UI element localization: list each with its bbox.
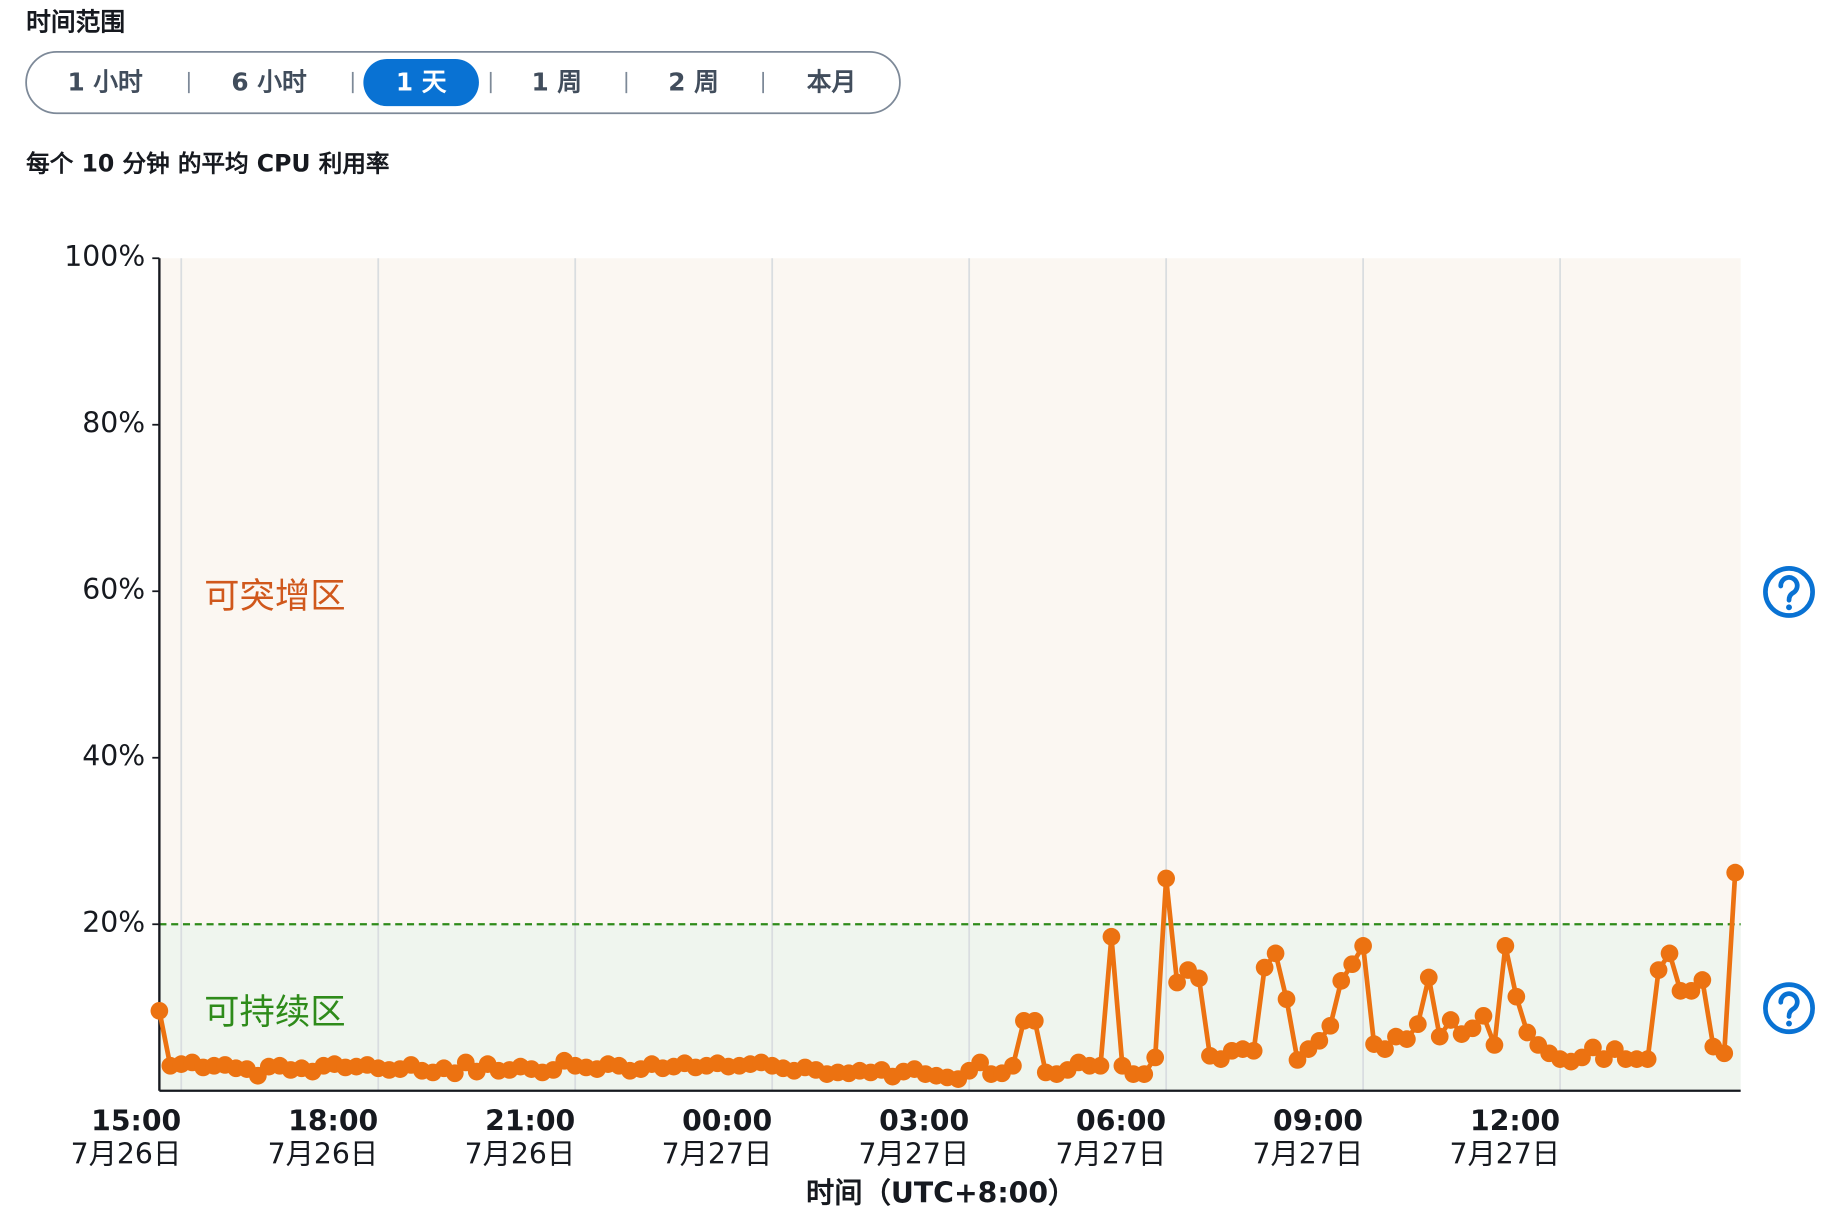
range-option[interactable]: 2 周 (668, 68, 719, 97)
help-icon[interactable] (1763, 566, 1815, 618)
range-option[interactable]: 本月 (807, 68, 857, 97)
data-point (1398, 1030, 1416, 1048)
help-icon[interactable] (1763, 982, 1815, 1035)
data-point (1726, 863, 1745, 882)
data-point (1518, 1023, 1537, 1042)
data-point (1025, 1011, 1044, 1030)
data-point (1638, 1050, 1657, 1068)
data-point (1649, 961, 1668, 979)
data-point (1157, 869, 1175, 888)
x-tick-label: 21:00 (485, 1105, 575, 1138)
x-tick-date: 7月27日 (662, 1138, 773, 1171)
option-label: 本月 (807, 68, 857, 97)
burst-zone (159, 258, 1741, 925)
x-tick-date: 7月27日 (1253, 1138, 1364, 1171)
y-tick-label: 80% (82, 407, 145, 440)
data-point (1343, 955, 1362, 974)
data-point (445, 1064, 464, 1083)
option-label: 1 天 (396, 68, 447, 97)
zone-label: 可持续区 (204, 992, 345, 1033)
help-dot (1786, 604, 1792, 611)
data-point (150, 1001, 169, 1020)
data-point (1168, 973, 1186, 992)
data-point (1408, 1015, 1427, 1033)
x-tick-label: 18:00 (288, 1105, 378, 1138)
x-axis-title: 时间（UTC+8:00） (806, 1177, 1076, 1210)
separators (187, 71, 764, 94)
data-point (1507, 987, 1526, 1006)
data-point (1430, 1027, 1449, 1046)
data-point (1376, 1040, 1394, 1058)
data-point (1474, 1006, 1493, 1025)
x-tick-label: 00:00 (682, 1105, 772, 1138)
x-tick-date: 7月26日 (465, 1138, 576, 1171)
x-tick-date: 7月27日 (1449, 1138, 1560, 1171)
x-tick-label: 03:00 (879, 1105, 969, 1138)
range-option[interactable]: 6 小时 (231, 68, 307, 97)
data-point (1463, 1019, 1482, 1038)
y-tick-label: 20% (82, 906, 145, 939)
data-point (1354, 937, 1372, 955)
help-glyph (1778, 575, 1800, 603)
options: 1 小时 6 小时 1 天 1 周 2 周 本月 (67, 58, 857, 107)
data-point (1715, 1044, 1734, 1063)
data-point (1288, 1051, 1307, 1069)
help-glyph (1778, 991, 1800, 1019)
data-point (1693, 971, 1712, 989)
x-tick-label: 15:00 (91, 1105, 181, 1138)
data-point (1496, 937, 1515, 955)
data-point (1485, 1036, 1504, 1054)
range-label: 时间范围 (26, 8, 125, 37)
data-point (1266, 944, 1285, 963)
data-point (971, 1053, 989, 1072)
x-tick-date: 7月26日 (268, 1138, 379, 1171)
option-label: 1 周 (531, 68, 582, 97)
chart-title: 每个 10 分钟 的平均 CPU 利用率 (26, 150, 389, 178)
data-point (1190, 969, 1208, 988)
zone-label: 可突增区 (204, 576, 345, 617)
data-point (1135, 1065, 1154, 1083)
option-label: 6 小时 (231, 68, 307, 97)
y-tick-label: 40% (82, 740, 145, 773)
help-dot (1786, 1020, 1792, 1027)
range-option[interactable]: 1 小时 (67, 68, 143, 97)
data-point (1660, 944, 1679, 963)
x-tick-label: 12:00 (1470, 1105, 1560, 1138)
x-tick-date: 7月26日 (71, 1138, 182, 1171)
chart: 15:007月26日18:007月26日21:007月26日00:007月27日… (64, 240, 1745, 1210)
x-tick-date: 7月27日 (859, 1138, 970, 1171)
data-point (1102, 927, 1121, 946)
data-point (1255, 958, 1274, 977)
range-option[interactable]: 1 天 (363, 58, 479, 107)
x-tick-label: 06:00 (1076, 1105, 1166, 1138)
x-tick-date: 7月27日 (1056, 1138, 1167, 1171)
data-point (1419, 968, 1438, 987)
data-point (1244, 1041, 1263, 1060)
data-point (1310, 1031, 1329, 1050)
option-label: 1 小时 (67, 68, 143, 97)
data-point (1146, 1048, 1165, 1067)
data-point (1682, 982, 1701, 1000)
x-tick-label: 09:00 (1273, 1105, 1363, 1138)
data-point (1584, 1038, 1602, 1057)
option-label: 2 周 (668, 68, 719, 97)
data-point (1321, 1016, 1340, 1035)
data-point (1004, 1056, 1022, 1075)
help-circle (1763, 982, 1815, 1035)
data-point (1091, 1056, 1110, 1075)
help-circle (1763, 566, 1815, 618)
data-point (1277, 990, 1296, 1009)
y-tick-label: 60% (82, 573, 145, 606)
selected-pill (363, 58, 479, 107)
range-option[interactable]: 1 周 (531, 68, 582, 97)
data-point (1441, 1011, 1460, 1029)
data-point (1332, 972, 1351, 990)
y-tick-label: 100% (64, 240, 145, 273)
